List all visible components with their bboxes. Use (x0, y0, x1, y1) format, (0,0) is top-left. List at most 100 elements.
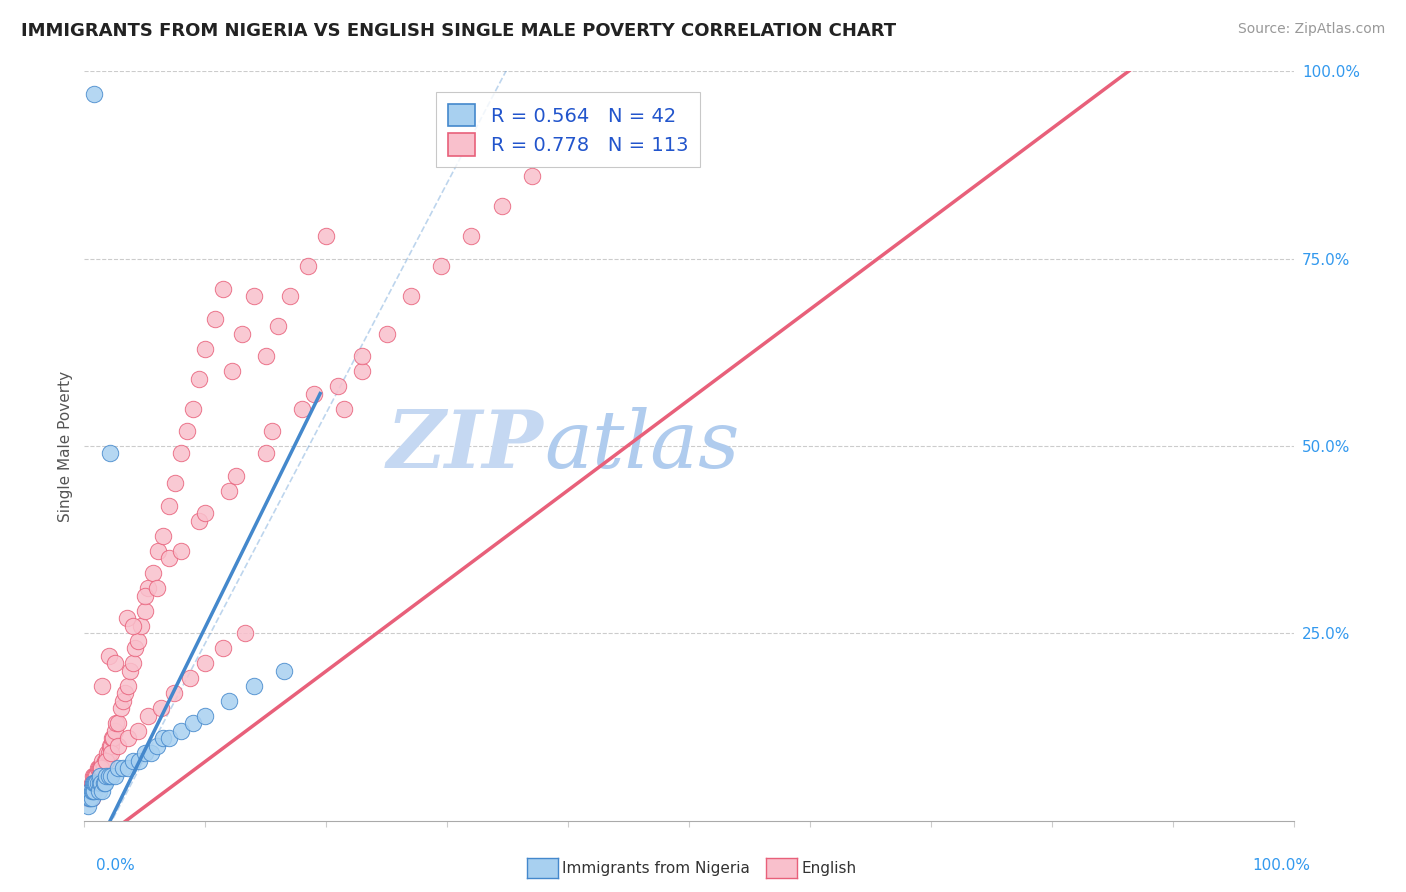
Point (80, 776, 103, 790)
Point (194, 342, 217, 356)
Point (273, 664, 295, 678)
Point (117, 679, 139, 693)
Point (170, 544, 193, 558)
Point (86, 776, 108, 790)
Point (86, 776, 108, 790)
Point (194, 507, 217, 521)
Point (291, 401, 314, 416)
Point (90, 776, 112, 790)
Point (152, 731, 174, 746)
Point (77, 791, 100, 805)
Point (91, 769, 114, 783)
Text: English: English (801, 862, 856, 876)
Point (134, 604, 156, 618)
Point (100, 769, 122, 783)
Point (83, 776, 105, 790)
Point (302, 386, 325, 401)
Point (89, 769, 111, 783)
Point (149, 701, 172, 715)
Point (90, 761, 112, 775)
Point (84, 769, 107, 783)
Text: 0.0%: 0.0% (96, 858, 135, 873)
Point (93, 761, 115, 775)
Point (218, 483, 240, 498)
Point (97, 648, 120, 663)
Point (134, 589, 156, 603)
Point (221, 364, 243, 378)
Point (124, 641, 146, 656)
Point (76, 791, 98, 805)
Point (83, 769, 105, 783)
Point (80, 791, 103, 805)
Point (94, 754, 117, 768)
Point (86, 776, 108, 790)
Point (121, 619, 143, 633)
Point (430, 259, 453, 273)
Point (77, 791, 100, 805)
Point (90, 761, 112, 775)
Point (82, 776, 104, 790)
Point (218, 694, 240, 708)
Point (80, 791, 103, 805)
Point (101, 731, 124, 746)
Point (86, 769, 108, 783)
Point (212, 641, 235, 656)
Point (86, 761, 108, 775)
Text: IMMIGRANTS FROM NIGERIA VS ENGLISH SINGLE MALE POVERTY CORRELATION CHART: IMMIGRANTS FROM NIGERIA VS ENGLISH SINGL… (21, 22, 896, 40)
Point (139, 746, 162, 760)
Point (491, 199, 513, 213)
Point (460, 229, 482, 244)
Point (89, 769, 111, 783)
Point (82, 783, 104, 797)
Y-axis label: Single Male Poverty: Single Male Poverty (58, 370, 73, 522)
Point (98, 739, 121, 753)
Point (86, 776, 108, 790)
Point (179, 671, 201, 685)
Point (104, 769, 127, 783)
Point (89, 761, 111, 775)
Point (77, 798, 100, 813)
Point (77, 783, 100, 797)
Point (80, 783, 103, 797)
Text: atlas: atlas (544, 408, 740, 484)
Point (520, 169, 543, 184)
Point (121, 754, 143, 768)
Point (375, 326, 398, 341)
Point (98, 446, 121, 460)
Point (152, 529, 174, 543)
Point (94, 754, 117, 768)
Point (194, 708, 217, 723)
Point (134, 746, 156, 760)
Text: ZIP: ZIP (387, 408, 544, 484)
Point (96, 746, 118, 760)
Point (188, 514, 211, 528)
Point (333, 401, 356, 416)
Point (181, 716, 204, 731)
Text: Source: ZipAtlas.com: Source: ZipAtlas.com (1237, 22, 1385, 37)
Point (84, 776, 107, 790)
Point (97, 769, 120, 783)
Point (104, 716, 127, 731)
Point (176, 424, 198, 438)
Point (127, 723, 149, 738)
Point (83, 87, 105, 101)
Point (138, 708, 160, 723)
Point (110, 701, 132, 715)
Point (233, 626, 256, 640)
Point (117, 731, 139, 746)
Point (165, 476, 187, 491)
Point (225, 469, 247, 483)
Point (94, 769, 117, 783)
Point (315, 229, 337, 244)
Point (83, 783, 105, 797)
Point (146, 544, 169, 558)
Point (83, 783, 105, 797)
Point (83, 776, 105, 790)
Point (87, 761, 110, 775)
Text: Immigrants from Nigeria: Immigrants from Nigeria (562, 862, 751, 876)
Point (94, 776, 117, 790)
Point (204, 311, 226, 326)
Point (242, 289, 264, 303)
Point (80, 783, 103, 797)
Point (129, 619, 152, 633)
